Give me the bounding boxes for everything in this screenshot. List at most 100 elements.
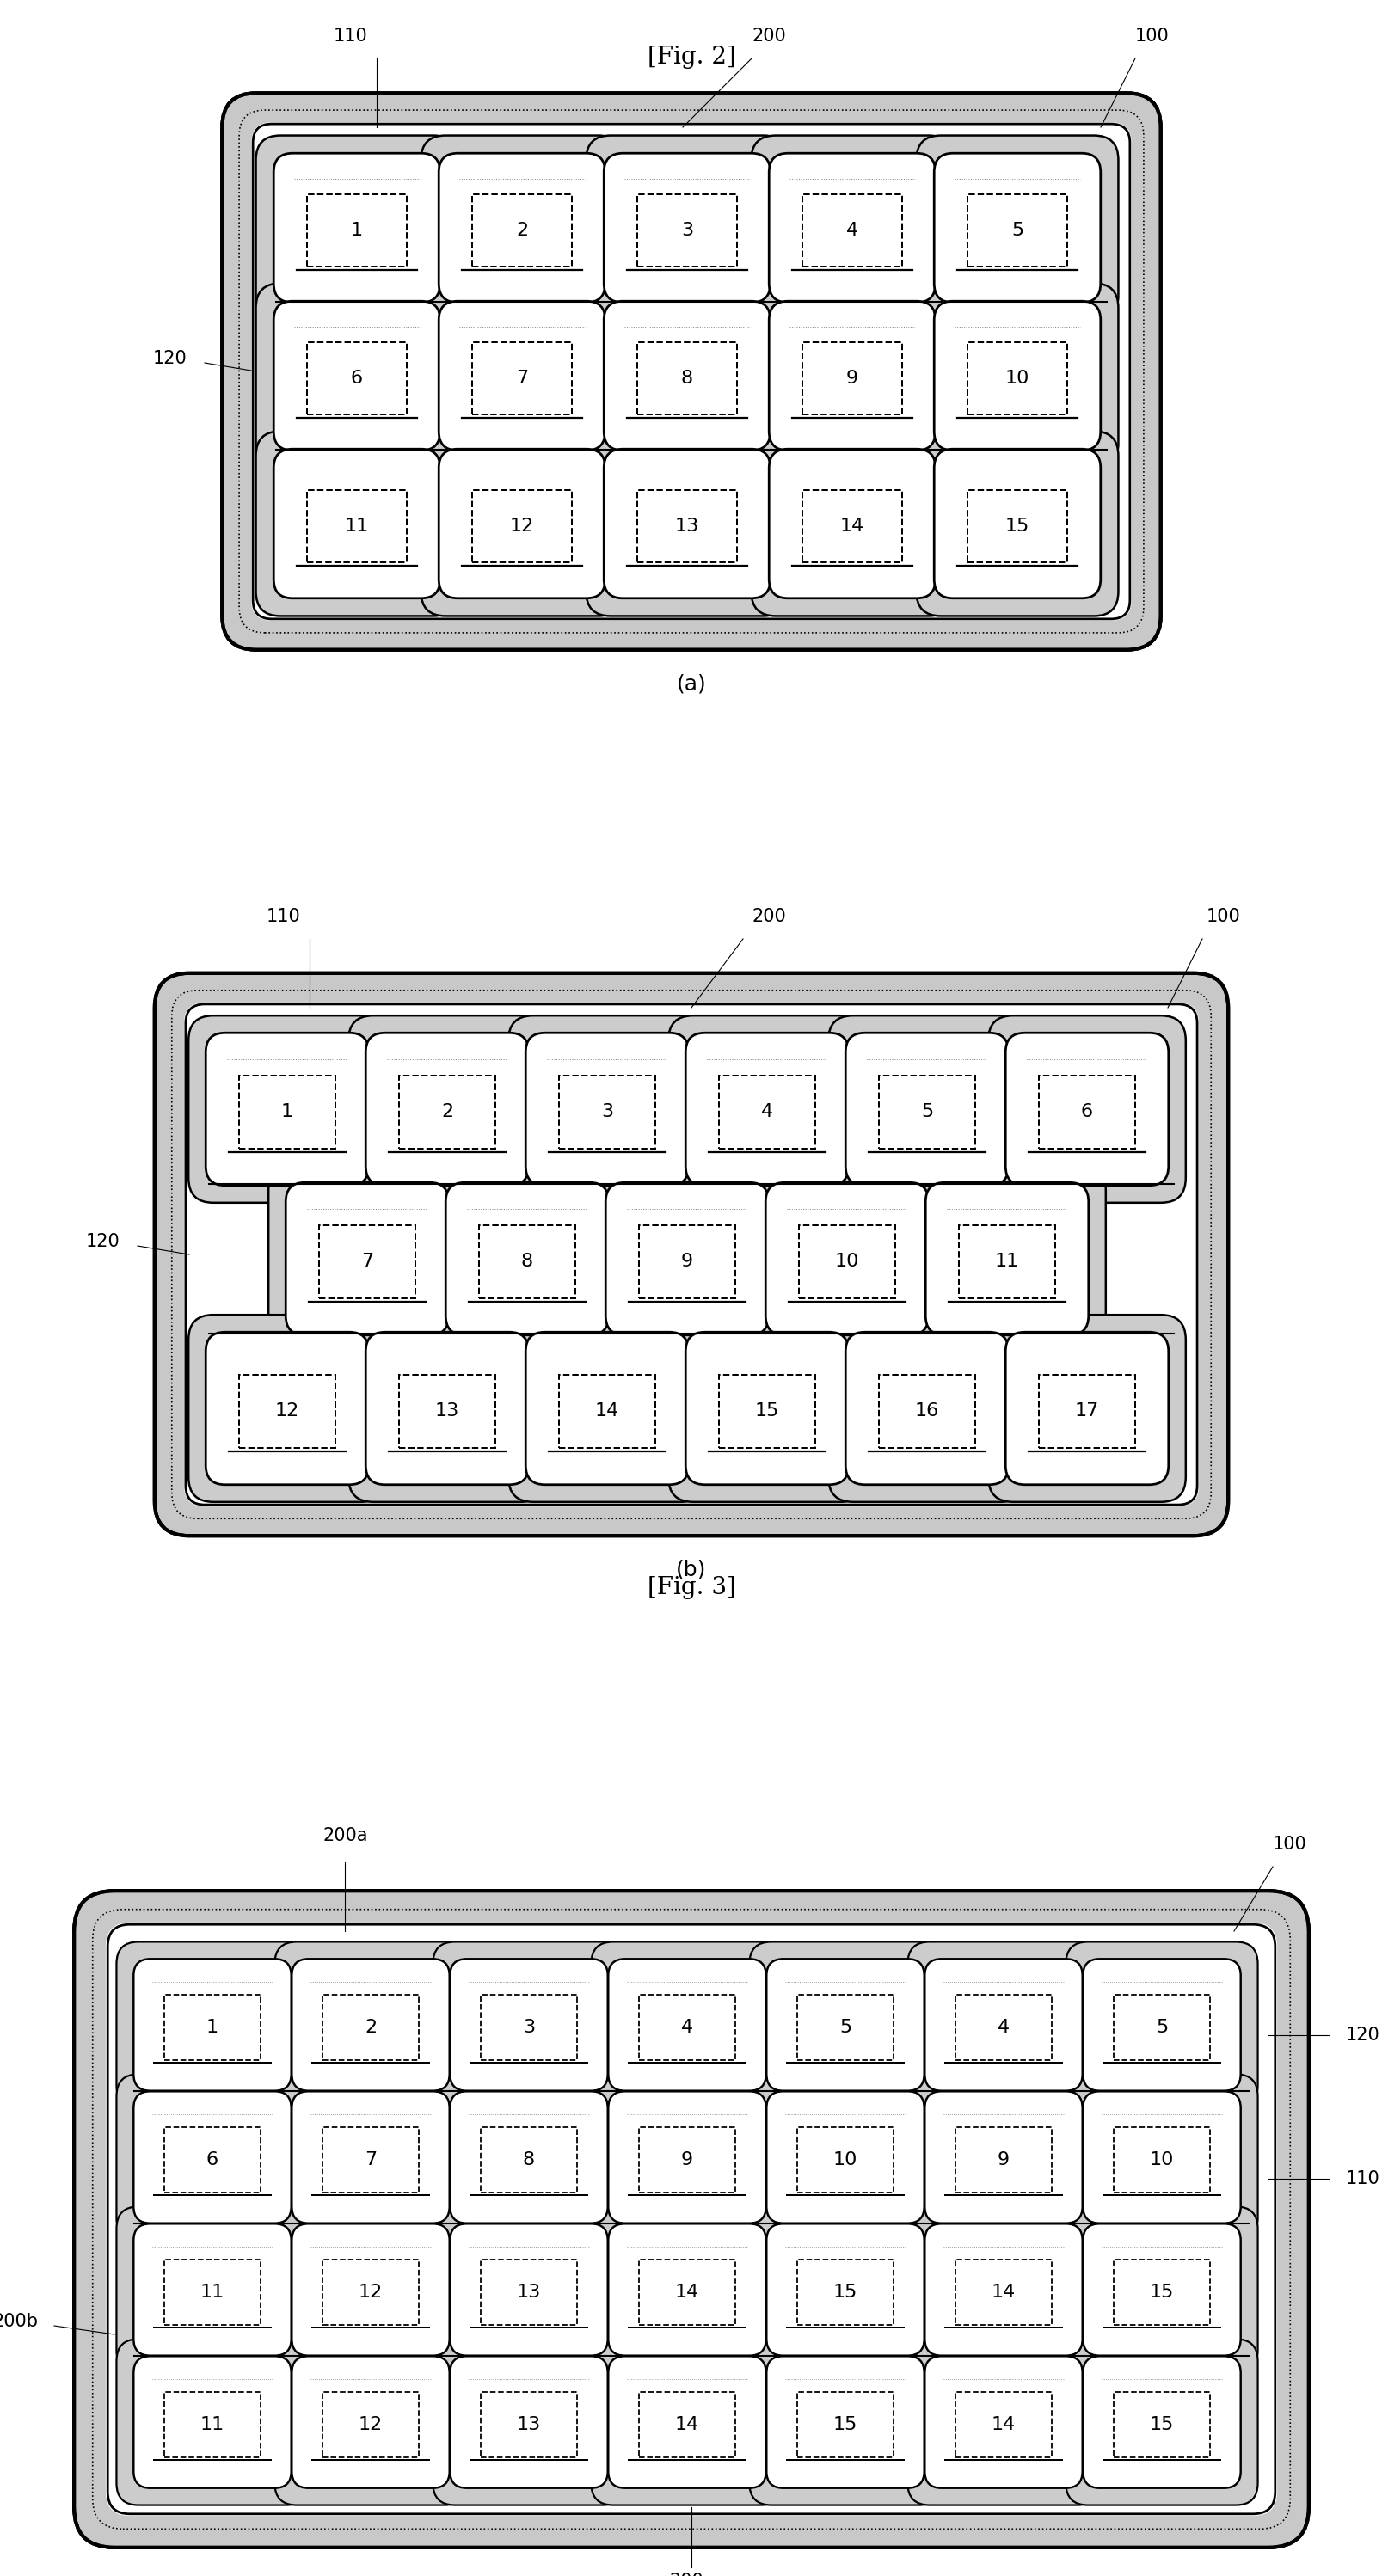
FancyBboxPatch shape (934, 448, 1100, 598)
FancyBboxPatch shape (749, 2208, 941, 2372)
Text: 120: 120 (1345, 2027, 1379, 2043)
Text: 9: 9 (996, 2151, 1009, 2169)
FancyBboxPatch shape (155, 974, 1227, 1535)
Text: 5: 5 (839, 2020, 851, 2035)
Text: 14: 14 (674, 2416, 699, 2434)
FancyBboxPatch shape (471, 193, 572, 268)
FancyBboxPatch shape (449, 2357, 607, 2488)
FancyBboxPatch shape (292, 2092, 449, 2223)
FancyBboxPatch shape (481, 1994, 576, 2061)
Text: 4: 4 (680, 2020, 692, 2035)
FancyBboxPatch shape (481, 2128, 576, 2192)
FancyBboxPatch shape (796, 2393, 893, 2458)
FancyBboxPatch shape (438, 301, 605, 451)
FancyBboxPatch shape (802, 193, 901, 268)
FancyBboxPatch shape (420, 430, 623, 616)
FancyBboxPatch shape (879, 1074, 974, 1149)
Text: 4: 4 (846, 222, 858, 240)
FancyBboxPatch shape (1113, 1994, 1209, 2061)
Text: 15: 15 (1148, 2282, 1173, 2300)
FancyBboxPatch shape (399, 1074, 495, 1149)
FancyBboxPatch shape (134, 2092, 292, 2223)
FancyBboxPatch shape (638, 2259, 735, 2324)
Text: 14: 14 (991, 2282, 1016, 2300)
Text: 100: 100 (1135, 28, 1169, 44)
FancyBboxPatch shape (768, 152, 934, 301)
FancyBboxPatch shape (1082, 1958, 1240, 2092)
Text: 12: 12 (510, 518, 533, 536)
FancyBboxPatch shape (268, 1164, 466, 1352)
FancyBboxPatch shape (433, 1942, 625, 2107)
FancyBboxPatch shape (828, 1015, 1025, 1203)
FancyBboxPatch shape (638, 1994, 735, 2061)
FancyBboxPatch shape (591, 1942, 782, 2107)
FancyBboxPatch shape (509, 1015, 705, 1203)
Text: 100: 100 (1206, 907, 1240, 925)
Text: 10: 10 (1005, 371, 1030, 386)
Text: 1: 1 (206, 2020, 218, 2035)
FancyBboxPatch shape (274, 152, 439, 301)
FancyBboxPatch shape (1082, 2092, 1240, 2223)
FancyBboxPatch shape (604, 301, 770, 451)
Text: 120: 120 (153, 350, 187, 368)
Text: 8: 8 (680, 371, 692, 386)
FancyBboxPatch shape (796, 1994, 893, 2061)
Text: (a): (a) (676, 675, 706, 696)
Text: 200c: 200c (669, 2573, 713, 2576)
FancyBboxPatch shape (322, 2259, 419, 2324)
FancyBboxPatch shape (1005, 1332, 1168, 1484)
Text: 4: 4 (996, 2020, 1009, 2035)
FancyBboxPatch shape (766, 1958, 923, 2092)
Text: 200b: 200b (0, 2313, 39, 2331)
FancyBboxPatch shape (748, 1164, 945, 1352)
FancyBboxPatch shape (907, 2208, 1099, 2372)
Text: 110: 110 (1345, 2169, 1379, 2187)
FancyBboxPatch shape (164, 2259, 260, 2324)
FancyBboxPatch shape (322, 1994, 419, 2061)
FancyBboxPatch shape (1066, 2339, 1258, 2504)
Text: 11: 11 (200, 2282, 224, 2300)
Text: 5: 5 (920, 1103, 933, 1121)
FancyBboxPatch shape (934, 152, 1100, 301)
FancyBboxPatch shape (322, 2128, 419, 2192)
FancyBboxPatch shape (365, 1033, 528, 1185)
Text: 100: 100 (1271, 1837, 1306, 1852)
FancyBboxPatch shape (1066, 2074, 1258, 2241)
FancyBboxPatch shape (188, 1015, 386, 1203)
Text: 15: 15 (832, 2416, 857, 2434)
FancyBboxPatch shape (719, 1376, 815, 1448)
Text: 15: 15 (832, 2282, 857, 2300)
FancyBboxPatch shape (292, 2223, 449, 2354)
FancyBboxPatch shape (1005, 1033, 1168, 1185)
Text: 9: 9 (680, 1252, 692, 1270)
Text: 200: 200 (752, 907, 785, 925)
FancyBboxPatch shape (638, 2128, 735, 2192)
Text: 7: 7 (515, 371, 528, 386)
Text: 2: 2 (515, 222, 528, 240)
FancyBboxPatch shape (916, 283, 1118, 469)
FancyBboxPatch shape (275, 1942, 466, 2107)
Text: 4: 4 (760, 1103, 773, 1121)
FancyBboxPatch shape (481, 2393, 576, 2458)
FancyBboxPatch shape (256, 137, 457, 319)
FancyBboxPatch shape (1113, 2259, 1209, 2324)
FancyBboxPatch shape (275, 2074, 466, 2241)
Text: 8: 8 (522, 2151, 535, 2169)
FancyBboxPatch shape (796, 2128, 893, 2192)
FancyBboxPatch shape (525, 1033, 688, 1185)
FancyBboxPatch shape (433, 2339, 625, 2504)
Text: 2: 2 (441, 1103, 453, 1121)
Text: 11: 11 (994, 1252, 1019, 1270)
FancyBboxPatch shape (348, 1314, 546, 1502)
FancyBboxPatch shape (591, 2208, 782, 2372)
Text: 13: 13 (674, 518, 699, 536)
Text: 6: 6 (206, 2151, 218, 2169)
FancyBboxPatch shape (365, 1332, 528, 1484)
FancyBboxPatch shape (239, 1376, 336, 1448)
FancyBboxPatch shape (275, 2339, 466, 2504)
FancyBboxPatch shape (608, 1958, 766, 2092)
FancyBboxPatch shape (292, 2357, 449, 2488)
FancyBboxPatch shape (206, 1033, 369, 1185)
FancyBboxPatch shape (75, 1891, 1307, 2548)
FancyBboxPatch shape (348, 1015, 546, 1203)
